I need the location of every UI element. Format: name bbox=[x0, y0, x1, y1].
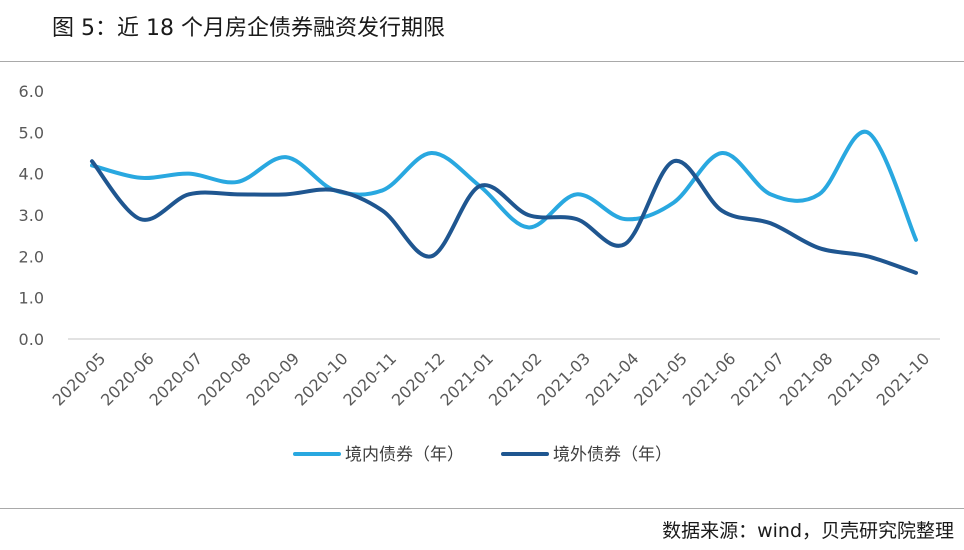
x-axis: 2020-052020-062020-072020-082020-092020-… bbox=[49, 349, 934, 410]
series-line-overseas bbox=[90, 159, 918, 275]
y-tick-label: 2.0 bbox=[19, 247, 44, 266]
line-chart: 0.0 1.0 2.0 3.0 4.0 5.0 6.0 2020-052020-062020… bbox=[19, 82, 940, 465]
top-divider bbox=[0, 61, 964, 62]
series-line-domestic bbox=[90, 129, 918, 242]
y-tick-label: 0.0 bbox=[19, 330, 44, 349]
series-layer bbox=[90, 129, 918, 275]
y-axis: 0.0 1.0 2.0 3.0 4.0 5.0 6.0 bbox=[19, 82, 44, 349]
legend: 境内债券（年） 境外债券（年） bbox=[293, 445, 672, 465]
legend-overseas-label: 境外债券（年） bbox=[553, 445, 672, 465]
source-note: 数据来源：wind，贝壳研究院整理 bbox=[662, 520, 954, 542]
x-tick-label: 2021-10 bbox=[873, 349, 934, 410]
figure-title: 图 5：近 18 个月房企债券融资发行期限 bbox=[52, 16, 445, 41]
y-tick-label: 4.0 bbox=[19, 165, 44, 184]
y-tick-label: 5.0 bbox=[19, 123, 44, 142]
y-tick-label: 6.0 bbox=[19, 82, 44, 101]
legend-domestic-label: 境内债券（年） bbox=[345, 445, 464, 465]
y-tick-label: 1.0 bbox=[19, 289, 44, 308]
bottom-divider bbox=[0, 508, 964, 509]
y-tick-label: 3.0 bbox=[19, 206, 44, 225]
